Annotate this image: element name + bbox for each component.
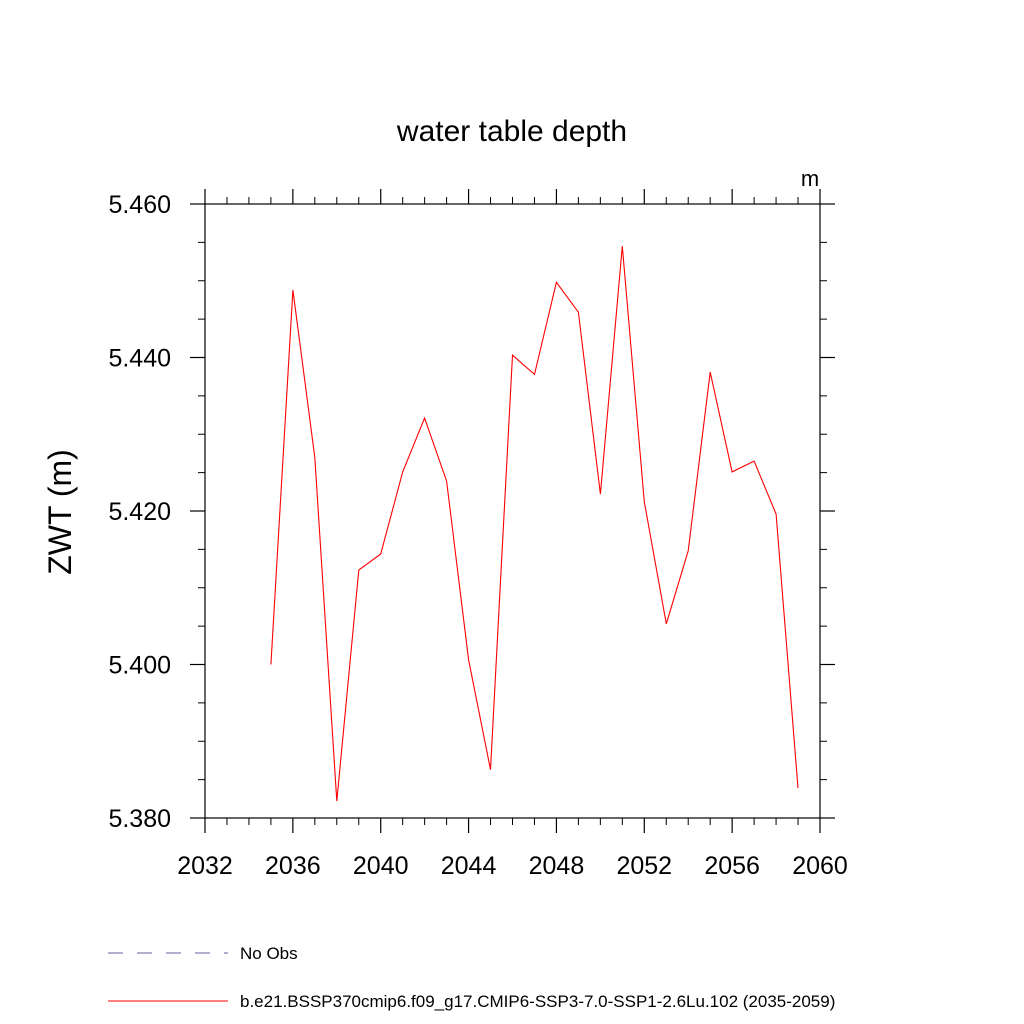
axis-ticks	[190, 189, 835, 833]
x-tick-label: 2060	[792, 852, 848, 880]
x-tick-label: 2052	[616, 852, 672, 880]
x-tick-label: 2044	[441, 852, 497, 880]
chart-title: water table depth	[396, 115, 627, 148]
y-tick-label: 5.380	[108, 805, 171, 833]
x-tick-label: 2056	[704, 852, 760, 880]
y-tick-label: 5.460	[108, 191, 171, 219]
y-tick-labels: 5.380 5.400 5.420 5.440 5.460	[108, 191, 171, 833]
y-tick-label: 5.420	[108, 498, 171, 526]
x-tick-label: 2048	[529, 852, 585, 880]
series-group	[270, 246, 799, 802]
y-tick-label: 5.400	[108, 652, 171, 680]
legend-label-no-obs: No Obs	[240, 944, 298, 963]
plot-frame	[204, 203, 821, 819]
x-tick-label: 2036	[265, 852, 321, 880]
units-label: m	[801, 166, 819, 191]
x-tick-label: 2032	[177, 852, 233, 880]
y-axis-label: ZWT (m)	[42, 449, 78, 575]
x-tick-labels: 2032 2036 2040 2044 2048 2052 2056 2060	[177, 852, 848, 880]
legend-label-model: b.e21.BSSP370cmip6.f09_g17.CMIP6-SSP3-7.…	[240, 992, 835, 1011]
x-tick-label: 2040	[353, 852, 409, 880]
series-line	[270, 246, 799, 802]
legend: No Obs b.e21.BSSP370cmip6.f09_g17.CMIP6-…	[108, 944, 835, 1011]
y-tick-label: 5.440	[108, 345, 171, 373]
